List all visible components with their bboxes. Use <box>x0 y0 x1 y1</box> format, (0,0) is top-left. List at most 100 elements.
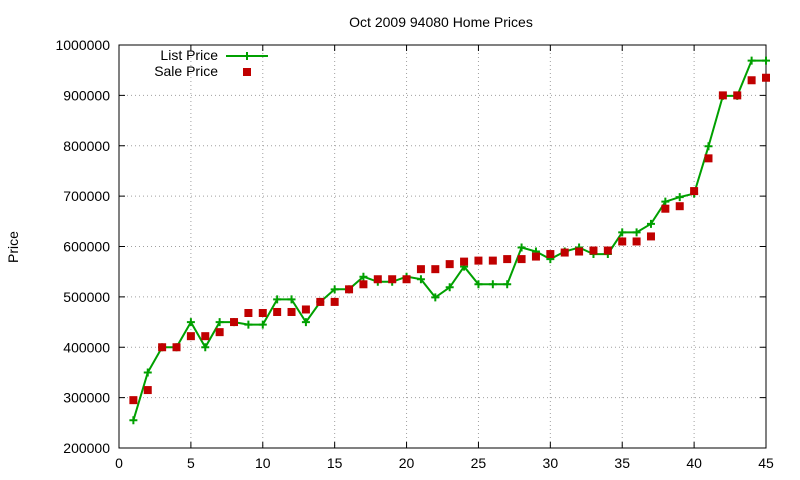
sale-price-point <box>158 343 167 352</box>
series-list-price <box>129 56 770 425</box>
sale-price-point <box>143 386 152 395</box>
legend: List Price Sale Price <box>154 47 268 79</box>
sale-price-point <box>733 91 742 100</box>
sale-price-point <box>215 328 224 337</box>
list-price-point <box>445 283 454 292</box>
x-tick-labels: 0 5 10 15 20 25 30 35 40 45 <box>115 455 774 471</box>
y-tick-label: 1000000 <box>55 37 110 53</box>
x-tick-label: 45 <box>758 455 774 471</box>
list-price-point <box>301 318 310 327</box>
sale-price-point <box>531 252 540 261</box>
list-price-point <box>244 320 253 329</box>
sale-price-point <box>359 280 368 289</box>
x-tick-label: 30 <box>543 455 559 471</box>
sale-price-point <box>301 305 310 314</box>
sale-price-point <box>316 297 325 306</box>
list-price-point <box>704 142 713 151</box>
y-tick-label: 400000 <box>63 339 110 355</box>
list-price-point <box>330 285 339 294</box>
list-price-point <box>287 295 296 304</box>
y-tick-labels: 200000 300000 400000 500000 600000 700000 8000… <box>55 37 110 456</box>
list-price-point <box>129 416 138 425</box>
sale-price-point <box>416 265 425 274</box>
list-price-point <box>201 343 210 352</box>
series-sale-price <box>129 73 770 405</box>
sale-price-point <box>488 256 497 265</box>
axis-ticks <box>118 44 767 449</box>
sale-price-point <box>201 332 210 341</box>
sale-price-point <box>646 232 655 241</box>
sale-price-point <box>661 204 670 213</box>
sale-price-point <box>690 187 699 196</box>
sale-price-point <box>445 260 454 269</box>
list-price-point <box>431 293 440 302</box>
x-tick-label: 10 <box>255 455 271 471</box>
sale-price-point <box>373 275 382 284</box>
y-tick-label: 300000 <box>63 390 110 406</box>
x-tick-label: 5 <box>187 455 195 471</box>
list-price-point <box>488 280 497 289</box>
sale-price-point <box>718 91 727 100</box>
y-tick-label: 500000 <box>63 289 110 305</box>
list-price-point <box>661 197 670 206</box>
sale-price-point <box>330 297 339 306</box>
sale-price-point <box>675 202 684 211</box>
list-price-line <box>132 59 766 421</box>
x-tick-label: 0 <box>115 455 123 471</box>
list-price-point <box>618 228 627 237</box>
list-price-point <box>474 280 483 289</box>
sale-price-point <box>589 246 598 255</box>
list-price-point <box>747 56 756 65</box>
sale-price-point <box>258 308 267 317</box>
legend-label-list-price: List Price <box>160 47 218 63</box>
sale-price-point <box>172 343 181 352</box>
sale-price-point <box>762 73 770 82</box>
list-price-point <box>258 320 267 329</box>
sale-price-point <box>618 237 627 246</box>
list-price-point <box>359 272 368 281</box>
sale-price-point <box>546 250 555 259</box>
sale-price-point <box>460 257 469 266</box>
list-price-point <box>186 318 195 327</box>
list-price-point <box>632 228 641 237</box>
x-tick-label: 20 <box>399 455 415 471</box>
sale-price-point <box>632 237 641 246</box>
sale-price-point <box>517 255 526 264</box>
sale-price-point <box>704 154 713 163</box>
sale-price-point <box>186 332 195 341</box>
y-tick-label: 900000 <box>63 87 110 103</box>
legend-marker-list-price <box>243 52 251 60</box>
x-tick-label: 35 <box>614 455 630 471</box>
x-tick-label: 40 <box>686 455 702 471</box>
sale-price-point <box>474 256 483 265</box>
sale-price-point <box>575 247 584 256</box>
sale-price-point <box>603 246 612 255</box>
plot-frame <box>118 44 767 449</box>
x-tick-label: 15 <box>327 455 343 471</box>
sale-price-point <box>230 318 239 327</box>
list-price-point <box>646 219 655 228</box>
legend-label-sale-price: Sale Price <box>154 63 218 79</box>
y-tick-label: 600000 <box>63 239 110 255</box>
y-tick-label: 700000 <box>63 188 110 204</box>
list-price-point <box>517 243 526 252</box>
sale-price-point <box>129 396 138 405</box>
sale-price-point <box>345 285 354 294</box>
sale-price-point <box>503 255 512 264</box>
sale-price-point <box>287 307 296 316</box>
y-tick-label: 200000 <box>63 440 110 456</box>
y-tick-label: 800000 <box>63 138 110 154</box>
sale-price-point <box>388 275 397 284</box>
grid <box>119 45 766 448</box>
list-price-point <box>215 318 224 327</box>
y-axis-label: Price <box>5 231 21 263</box>
list-price-point <box>675 193 684 202</box>
sale-price-point <box>244 308 253 317</box>
list-price-point <box>762 56 770 65</box>
x-tick-label: 25 <box>471 455 487 471</box>
sale-price-point <box>402 275 411 284</box>
chart-title: Oct 2009 94080 Home Prices <box>349 14 533 30</box>
sale-price-point <box>560 248 569 257</box>
list-price-point <box>273 295 282 304</box>
